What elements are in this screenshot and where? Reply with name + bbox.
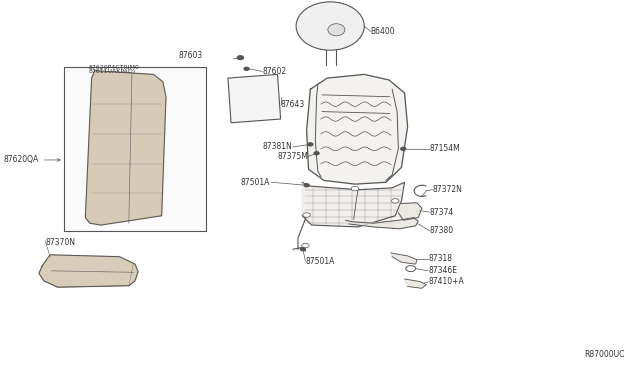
Text: 87620P4CTRIM0: 87620P4CTRIM0 — [88, 65, 140, 70]
Text: 87643: 87643 — [280, 100, 305, 109]
Polygon shape — [404, 279, 426, 288]
Polygon shape — [391, 253, 417, 264]
Text: 87372N: 87372N — [433, 185, 462, 194]
Text: 87154M: 87154M — [429, 144, 460, 153]
Polygon shape — [307, 74, 408, 184]
Text: 87603: 87603 — [179, 51, 203, 60]
Bar — [64, 67, 206, 231]
Text: 87501A: 87501A — [241, 178, 269, 187]
Circle shape — [237, 56, 243, 60]
Circle shape — [401, 147, 406, 150]
Text: 87501A: 87501A — [305, 257, 335, 266]
Text: 87410+A: 87410+A — [428, 278, 464, 286]
Ellipse shape — [296, 2, 364, 50]
Circle shape — [392, 199, 399, 203]
Polygon shape — [346, 218, 418, 229]
Text: 87611UAKPAD): 87611UAKPAD) — [88, 69, 136, 74]
Circle shape — [301, 243, 309, 248]
Polygon shape — [302, 182, 404, 227]
Circle shape — [303, 213, 310, 217]
Text: 87370N: 87370N — [45, 238, 75, 247]
Text: 87374: 87374 — [429, 208, 454, 217]
Polygon shape — [228, 74, 280, 123]
Text: 87620QA: 87620QA — [4, 155, 60, 164]
Circle shape — [351, 186, 358, 191]
Circle shape — [304, 184, 309, 187]
Polygon shape — [39, 255, 138, 287]
Circle shape — [300, 248, 305, 251]
Text: R87000UC: R87000UC — [584, 350, 625, 359]
Circle shape — [314, 152, 319, 155]
Ellipse shape — [328, 24, 345, 36]
Text: 87346E: 87346E — [428, 266, 457, 275]
Text: 87381N: 87381N — [262, 142, 292, 151]
Polygon shape — [85, 71, 166, 225]
Text: 87318: 87318 — [428, 254, 452, 263]
Text: B6400: B6400 — [371, 27, 395, 36]
Text: 87602: 87602 — [262, 67, 286, 76]
Text: 87380: 87380 — [429, 226, 454, 235]
Circle shape — [244, 67, 249, 70]
Circle shape — [308, 143, 313, 146]
Polygon shape — [398, 203, 422, 220]
Text: 87375M: 87375M — [278, 152, 308, 161]
